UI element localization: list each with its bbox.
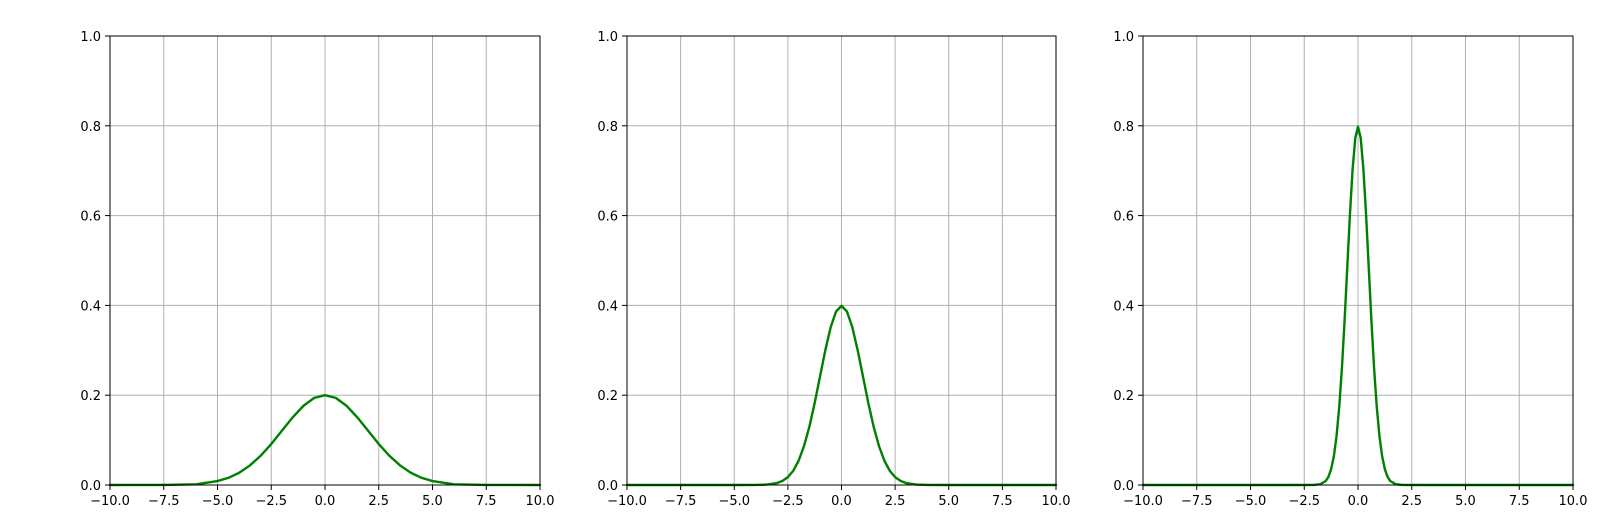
- series-line-1: [1141, 125, 1575, 487]
- x-tick-label: 2.5: [885, 494, 906, 509]
- y-tick-label: 0.6: [80, 210, 101, 225]
- x-tick-label: −2.5: [772, 494, 804, 509]
- x-tick-label: 5.0: [422, 494, 443, 509]
- x-tick-label: −5.0: [1235, 494, 1267, 509]
- y-tick-label: 0.6: [597, 210, 618, 225]
- x-tick-label: −10.0: [90, 494, 130, 509]
- x-tick-label: −10.0: [1123, 494, 1163, 509]
- x-tick-label: 7.5: [1509, 494, 1530, 509]
- x-tick-label: 7.5: [476, 494, 497, 509]
- y-tick-label: 1.0: [1113, 30, 1134, 45]
- y-tick-label: 0.8: [597, 120, 618, 135]
- x-tick-label: 5.0: [1455, 494, 1476, 509]
- x-tick-label: 10.0: [526, 494, 555, 509]
- y-tick-label: 0.0: [80, 479, 101, 494]
- x-tick-label: 2.5: [368, 494, 389, 509]
- x-tick-label: 0.0: [1348, 494, 1369, 509]
- x-tick-label: −5.0: [718, 494, 750, 509]
- series-line-1: [108, 394, 542, 487]
- x-tick-label: 5.0: [938, 494, 959, 509]
- x-tick-label: −10.0: [607, 494, 647, 509]
- x-tick-label: 2.5: [1401, 494, 1422, 509]
- series-line-1: [625, 304, 1058, 487]
- x-tick-label: 7.5: [992, 494, 1013, 509]
- y-tick-label: 0.4: [597, 299, 618, 314]
- y-tick-label: 0.8: [80, 120, 101, 135]
- x-tick-label: 0.0: [315, 494, 336, 509]
- y-tick-label: 0.2: [80, 389, 101, 404]
- y-tick-label: 0.4: [1113, 299, 1134, 314]
- y-tick-label: 0.0: [597, 479, 618, 494]
- y-tick-label: 1.0: [80, 30, 101, 45]
- y-tick-label: 0.0: [1113, 479, 1134, 494]
- y-tick-label: 0.4: [80, 299, 101, 314]
- y-tick-label: 0.6: [1113, 210, 1134, 225]
- chart-panel-1: −10.0 −7.5 −5.0 −2.5 0.0 2.5 5.0 7.5 10.0 0.0 0.2 0…: [80, 30, 554, 509]
- x-tick-label: −2.5: [1288, 494, 1320, 509]
- x-tick-label: −2.5: [255, 494, 287, 509]
- chart-panel-3: −10.0 −7.5 −5.0 −2.5 0.0 2.5 5.0 7.5 10.0 0.0 0.2 0…: [1113, 30, 1587, 509]
- chart-panel-2: −10.0 −7.5 −5.0 −2.5 0.0 2.5 5.0 7.5 10.0 0.0 0.2 0…: [597, 30, 1070, 509]
- x-tick-label: −7.5: [1181, 494, 1213, 509]
- y-tick-label: 0.2: [1113, 389, 1134, 404]
- x-tick-label: −7.5: [665, 494, 697, 509]
- x-tick-label: 0.0: [831, 494, 852, 509]
- y-tick-label: 0.2: [597, 389, 618, 404]
- x-tick-label: 10.0: [1559, 494, 1588, 509]
- y-tick-label: 1.0: [597, 30, 618, 45]
- x-tick-label: −5.0: [202, 494, 234, 509]
- x-tick-label: −7.5: [148, 494, 180, 509]
- x-tick-label: 10.0: [1042, 494, 1071, 509]
- y-tick-label: 0.8: [1113, 120, 1134, 135]
